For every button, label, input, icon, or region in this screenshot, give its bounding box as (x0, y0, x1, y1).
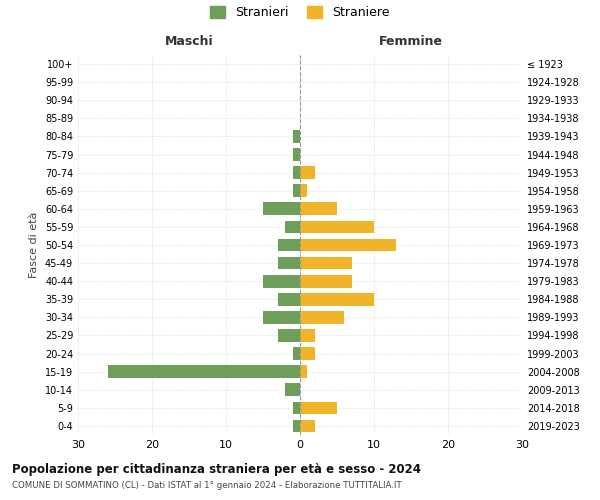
Bar (107, 366, 300, 378)
Bar (293, 130, 300, 143)
Bar (293, 402, 300, 414)
Bar (278, 293, 300, 306)
Bar (293, 148, 300, 161)
Bar (300, 347, 315, 360)
Bar (285, 220, 300, 233)
Bar (263, 202, 300, 215)
Bar (293, 420, 300, 432)
Bar (300, 293, 374, 306)
Bar (278, 329, 300, 342)
Bar (300, 311, 344, 324)
Bar (300, 402, 337, 414)
Text: Maschi: Maschi (164, 35, 214, 48)
Bar (300, 257, 352, 270)
Bar (285, 384, 300, 396)
Bar (300, 202, 337, 215)
Legend: Stranieri, Straniere: Stranieri, Straniere (205, 1, 395, 24)
Bar (300, 238, 396, 252)
Bar (263, 275, 300, 287)
Text: COMUNE DI SOMMATINO (CL) - Dati ISTAT al 1° gennaio 2024 - Elaborazione TUTTITAL: COMUNE DI SOMMATINO (CL) - Dati ISTAT al… (12, 481, 401, 490)
Bar (300, 275, 352, 287)
Bar (263, 311, 300, 324)
Bar (278, 238, 300, 252)
Bar (293, 347, 300, 360)
Bar (278, 257, 300, 270)
Bar (300, 220, 374, 233)
Text: Popolazione per cittadinanza straniera per età e sesso - 2024: Popolazione per cittadinanza straniera p… (12, 462, 421, 475)
Bar (300, 420, 315, 432)
Bar (300, 366, 307, 378)
Text: Femmine: Femmine (379, 35, 443, 48)
Bar (293, 184, 300, 197)
Bar (300, 166, 315, 179)
Bar (300, 329, 315, 342)
Bar (300, 184, 307, 197)
Bar (293, 166, 300, 179)
Y-axis label: Fasce di età: Fasce di età (29, 212, 39, 278)
